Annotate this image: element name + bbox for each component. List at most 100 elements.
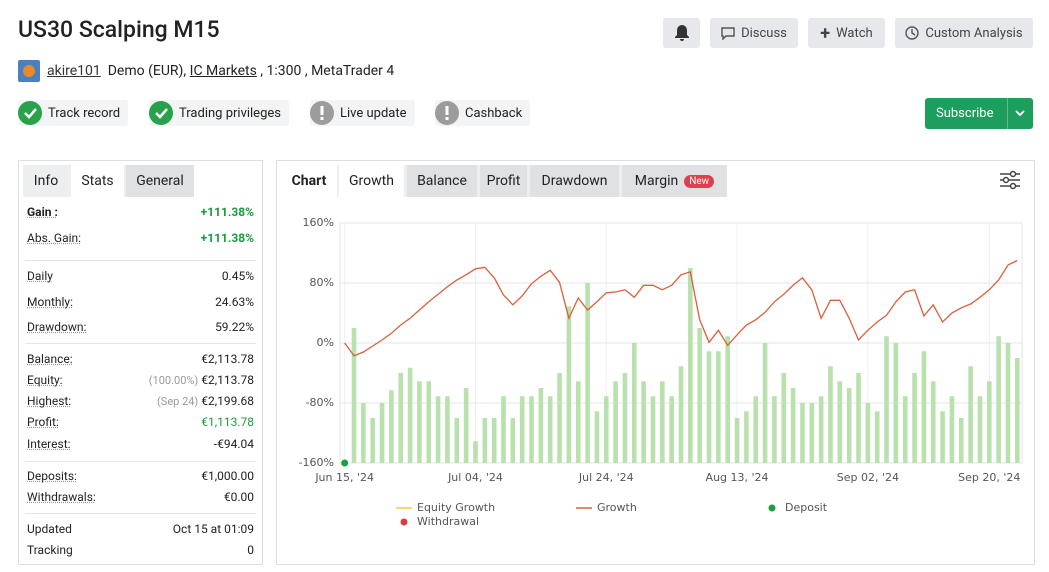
bar (818, 396, 824, 463)
stat-value: €0.00 (223, 490, 254, 504)
tab-label: Chart (291, 173, 327, 189)
check-icon (149, 101, 173, 125)
account-line: akire101 Demo (EUR), IC Markets , 1:300 … (47, 63, 394, 79)
plus-icon: + (820, 22, 831, 44)
stat-value: €2,199.68 (201, 394, 254, 408)
stat-note: (100.00%) (148, 374, 199, 387)
tab[interactable]: Margin New (622, 165, 727, 197)
bar (912, 373, 917, 463)
bar (389, 390, 394, 463)
bar (716, 351, 721, 463)
stat-value: 0 (247, 543, 254, 557)
broker-link[interactable]: IC Markets (189, 63, 257, 79)
stat-label: Abs. Gain: (27, 231, 82, 245)
bar (828, 366, 833, 463)
tab[interactable]: Stats (71, 165, 124, 197)
badge: Live update (310, 100, 415, 126)
stat-value: 0.45% (221, 269, 254, 283)
stat-value-wrap: 0 (247, 543, 254, 557)
legend-label: Equity Growth (417, 501, 495, 514)
bar (800, 403, 805, 463)
bar (566, 306, 572, 463)
bar (987, 381, 992, 463)
dropdown-toggle[interactable] (1006, 98, 1033, 129)
bar (725, 336, 731, 463)
bar (547, 396, 553, 463)
tab-label: Drawdown (541, 173, 608, 189)
stat-value: 24.63% (215, 295, 254, 309)
bar (669, 396, 674, 463)
bar (958, 418, 964, 463)
badge-label: Cashback (465, 105, 523, 121)
bar (706, 351, 712, 463)
stat-value: €1,113.78 (201, 415, 254, 429)
subscribe-button[interactable]: Subscribe (925, 98, 1033, 129)
bar (473, 441, 478, 463)
bell-button[interactable] (663, 18, 700, 48)
stat-row: Daily 0.45% (27, 269, 254, 283)
bar (361, 403, 366, 463)
bar (426, 381, 432, 463)
stat-label: Tracking (27, 543, 73, 557)
discuss-button[interactable]: Discuss (710, 18, 798, 48)
stat-value-wrap: (Sep 24) €2,199.68 (157, 394, 254, 408)
bar (519, 396, 525, 463)
bar (603, 396, 609, 463)
button-label: Watch (836, 25, 873, 41)
bar (781, 373, 787, 463)
tab[interactable]: General (126, 165, 194, 197)
tab[interactable]: Chart (281, 165, 337, 197)
check-icon (18, 101, 42, 125)
stat-label: Profit: (27, 415, 59, 429)
stat-row: Balance: €2,113.78 (27, 352, 254, 366)
stat-label: Deposits: (27, 469, 77, 483)
bar (865, 403, 871, 463)
x-tick-label: Jul 24, '24 (578, 471, 634, 484)
user-link[interactable]: akire101 (47, 63, 101, 79)
stat-row: Updated Oct 15 at 01:09 (27, 522, 254, 536)
stat-value: €1,000.00 (201, 469, 254, 483)
stat-row: Abs. Gain: +111.38% (27, 231, 254, 245)
stat-row: Deposits: €1,000.00 (27, 469, 254, 483)
bar (697, 328, 702, 463)
tab[interactable]: Growth (339, 165, 404, 197)
tab-label: Balance (417, 173, 467, 189)
button-label: Custom Analysis (925, 25, 1023, 41)
badge-label: Track record (48, 105, 121, 121)
y-tick-label: 80% (310, 276, 334, 289)
bar (594, 411, 600, 463)
stat-value-wrap: 59.22% (215, 320, 254, 334)
tab[interactable]: Profit (480, 165, 527, 197)
stat-label: Updated (27, 522, 72, 536)
stat-label: Daily (27, 269, 53, 283)
tab[interactable]: Info (23, 165, 69, 197)
bar (463, 388, 469, 463)
stat-value-wrap: (100.00%) €2,113.78 (149, 373, 254, 387)
bar (884, 336, 889, 463)
tab-label: Margin (634, 173, 679, 189)
bar (893, 343, 899, 463)
avatar (18, 60, 40, 82)
tab[interactable]: Balance (407, 165, 477, 197)
tab[interactable]: Drawdown (530, 165, 619, 197)
bar (809, 403, 815, 463)
y-tick-label: 0% (317, 336, 334, 349)
account-type: Demo (EUR), (107, 63, 187, 79)
watch-button[interactable]: + Watch (808, 18, 885, 48)
custom-analysis-button[interactable]: Custom Analysis (895, 18, 1033, 48)
settings-icon[interactable] (998, 169, 1022, 191)
page-title: US30 Scalping M15 (18, 16, 220, 43)
x-tick-label: Aug 13, '24 (706, 471, 769, 484)
stat-label: Highest: (27, 394, 72, 408)
stat-value: €2,113.78 (201, 352, 254, 366)
stat-row: Interest: -€94.04 (27, 437, 254, 451)
y-tick-label: 160% (303, 216, 334, 229)
legend-label: Growth (597, 501, 637, 514)
stat-value: €2,113.78 (201, 373, 254, 387)
bar (837, 381, 843, 463)
separator (25, 461, 256, 462)
deposit-point (341, 459, 349, 467)
button-label: Discuss (741, 25, 787, 41)
stats-panel: Info Stats General Gain : +111.38% Abs. Gain:… (18, 160, 263, 565)
x-tick-label: Sep 02, '24 (837, 471, 899, 484)
